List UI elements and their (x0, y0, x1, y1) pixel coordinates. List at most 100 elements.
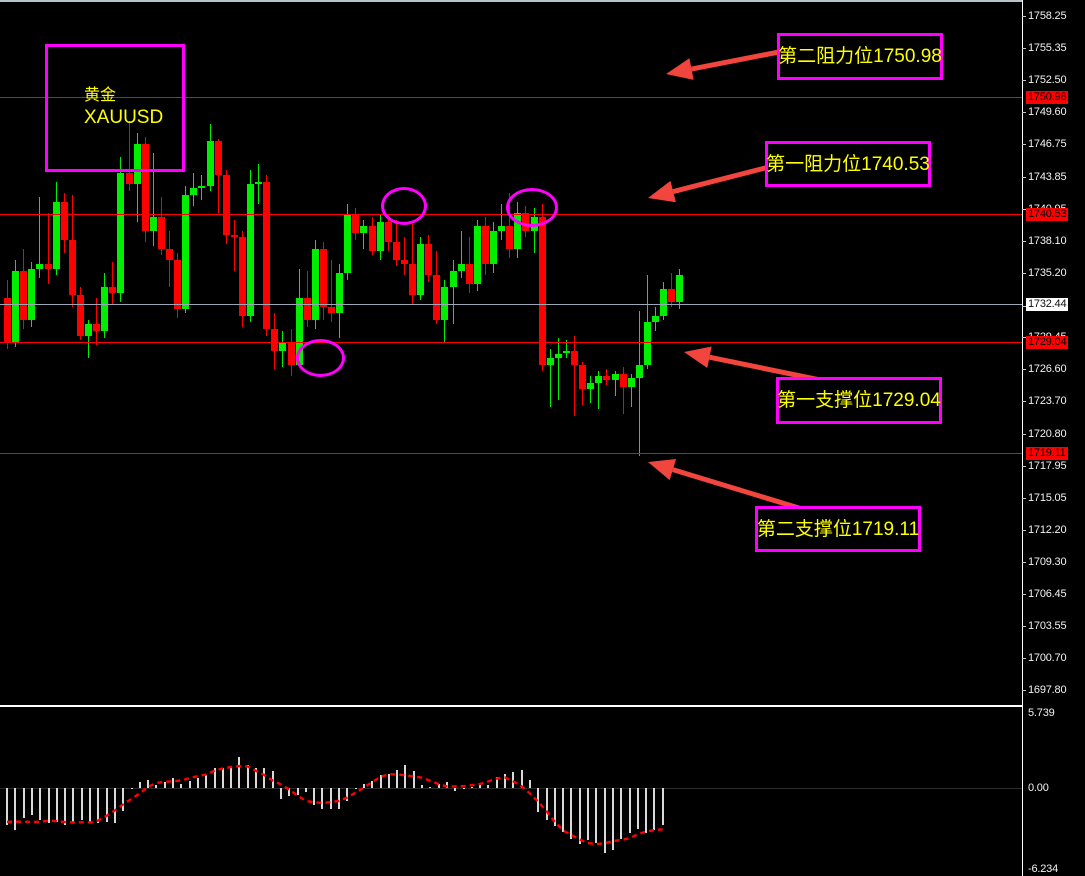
macd-histogram-bar (396, 769, 399, 788)
tick-label: 1726.60 (1028, 363, 1067, 376)
symbol-label-cn: 黄金 (84, 87, 117, 104)
tick-label: 1715.05 (1028, 492, 1067, 504)
candle-wick (501, 203, 503, 240)
macd-histogram-bar (163, 782, 166, 788)
macd-histogram-bar (545, 788, 548, 821)
candle-wick (88, 320, 89, 358)
candle-wick (128, 121, 130, 191)
tick-label: 1709.30 (1028, 556, 1067, 569)
macd-histogram-bar (64, 788, 67, 825)
candle-body (514, 212, 522, 249)
macd-histogram-bar (636, 788, 639, 829)
price-axis[interactable]: 1758.25 1755.35 1752.50 1749.60 1746.75 1743.… (1022, 0, 1085, 876)
candle-body (635, 364, 643, 379)
macd-histogram-bar (611, 788, 614, 851)
indicator-axis-tick-label: -6.234 (1028, 863, 1058, 875)
candle-body (157, 217, 165, 249)
macd-histogram-bar (97, 788, 100, 824)
tick-label: 1712.20 (1028, 523, 1067, 536)
candle-body (490, 230, 497, 265)
candle-body (279, 342, 287, 352)
candle-wick (258, 163, 260, 204)
macd-histogram-bar (122, 788, 125, 811)
candle-body (360, 226, 368, 233)
macd-histogram-bar (296, 788, 299, 796)
annotation-text-support-1: 第一支撑位1729.04 (777, 390, 941, 411)
tick-mark (1022, 658, 1026, 660)
macd-histogram-bar (89, 788, 91, 822)
candle-body (44, 264, 52, 269)
candle-wick (233, 219, 235, 271)
candle-body (93, 324, 101, 332)
macd-zero-line (0, 788, 1022, 789)
tick-mark (1022, 305, 1026, 307)
candle-body (554, 353, 562, 358)
tick-mark (1022, 337, 1026, 339)
candle-wick (598, 371, 600, 410)
macd-histogram-bar (404, 765, 407, 788)
candle-body (465, 264, 473, 285)
macd-histogram-bar (487, 785, 490, 788)
symbol-label-ticker: XAUUSD (84, 107, 164, 128)
tick-label: 1717.95 (1028, 459, 1067, 472)
candle-wick (614, 371, 616, 396)
candle-body (660, 288, 668, 316)
tick-mark (1022, 15, 1026, 17)
candle-body (190, 188, 198, 196)
candle-body (68, 239, 76, 296)
price-level-line-current (0, 303, 1022, 305)
candle-body (417, 244, 425, 296)
tick-label: 1720.80 (1028, 427, 1067, 440)
candle-body (247, 183, 254, 316)
macd-histogram-bar (196, 778, 199, 788)
candle-wick (646, 275, 648, 370)
tick-label: 1743.85 (1028, 170, 1067, 183)
macd-histogram-bar (412, 771, 415, 788)
candle-body (571, 351, 578, 365)
macd-signal-line (6, 764, 663, 846)
candle-wick (452, 259, 454, 325)
macd-histogram-bar (595, 788, 598, 844)
macd-histogram-bar (387, 773, 390, 788)
candle-body (295, 297, 303, 365)
indicator-axis-tick-label: 0.00 (1028, 782, 1049, 794)
macd-histogram-bar (346, 788, 349, 801)
candle-body (28, 268, 36, 321)
macd-histogram-bar (39, 788, 42, 821)
candle-body (376, 221, 384, 251)
macd-histogram-bar (603, 788, 606, 853)
candle-body (303, 297, 311, 321)
price-tag-support-2: 1719.11 (1026, 446, 1068, 460)
candle-body (149, 217, 157, 231)
candle-body (141, 143, 149, 231)
candle-wick (47, 212, 49, 285)
price-tag-current: 1732.44 (1026, 297, 1069, 311)
macd-indicator-pane[interactable] (0, 707, 1022, 876)
candle-body (263, 181, 271, 329)
candle-wick (565, 340, 567, 358)
macd-histogram-bar (180, 783, 183, 788)
candle-body (198, 186, 206, 189)
candle-body (60, 201, 68, 240)
indicator-axis-tick-label: 5.739 (1028, 707, 1055, 719)
macd-histogram-bar (553, 788, 556, 827)
tick-mark (1022, 593, 1026, 595)
tick-label: 1752.50 (1028, 74, 1067, 87)
candle-body (238, 237, 246, 316)
candle-body (133, 143, 141, 184)
candle-body (311, 248, 319, 320)
macd-histogram-bar (528, 779, 531, 788)
annotation-box-resistance-2: 第二阻力位1750.98 (777, 33, 943, 80)
candle-body (449, 270, 457, 287)
macd-histogram-bar (512, 772, 515, 788)
candle-wick (217, 139, 219, 213)
candle-wick (590, 375, 592, 403)
tick-mark (1022, 273, 1026, 275)
candle-body (384, 221, 392, 242)
macd-histogram-bar (445, 782, 448, 788)
candle-body (328, 306, 335, 314)
candle-wick (363, 219, 365, 249)
price-chart-pane[interactable]: 黄金 XAUUSD 第二阻力位1750.98 第一阻力位1740.53 第一支撑… (0, 2, 1022, 705)
arrow-head (666, 58, 694, 80)
axis-vertical-line (1022, 0, 1023, 876)
